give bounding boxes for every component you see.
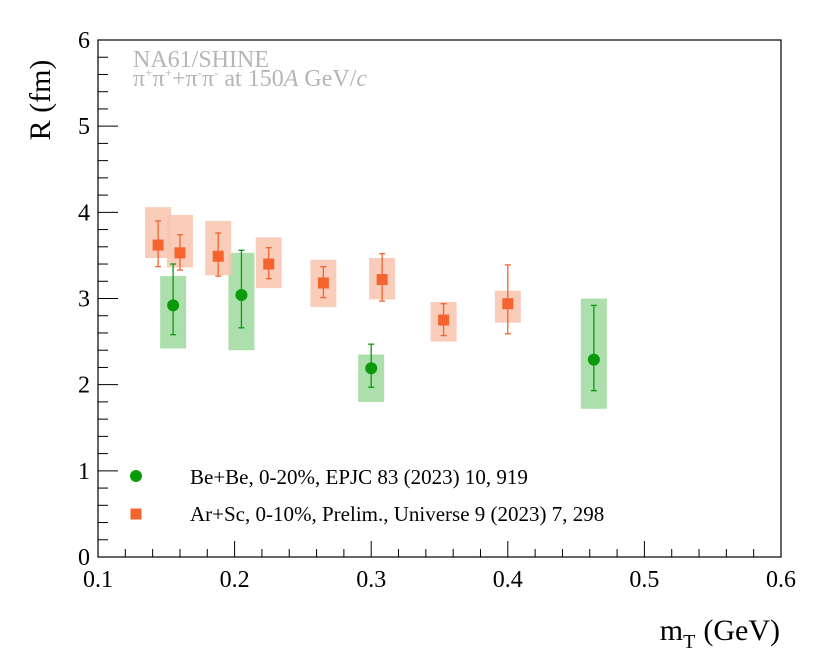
reaction-energy: at 150 — [218, 66, 283, 92]
data-point-bebe — [235, 289, 248, 302]
y-tick-label: 3 — [78, 287, 90, 313]
reaction-pi-3-charge: - — [198, 65, 202, 80]
reaction-pi-4: π — [202, 66, 214, 92]
x-tick-label: 0.5 — [629, 567, 659, 593]
y-tick-label: 5 — [78, 114, 90, 140]
reaction-label: π+π++π-π- at 150A GeV/c — [133, 65, 367, 92]
x-axis-title-main: m — [660, 614, 683, 647]
reaction-energy-c: c — [356, 66, 367, 92]
legend-label-bebe: Be+Be, 0-20%, EPJC 83 (2023) 10, 919 — [190, 465, 528, 489]
reaction-pi-4-charge: - — [214, 65, 218, 80]
x-tick-label: 0.6 — [766, 567, 796, 593]
reaction-pi-3: +π — [172, 66, 198, 92]
x-tick-label: 0.4 — [493, 567, 523, 593]
legend: Be+Be, 0-20%, EPJC 83 (2023) 10, 919 Ar+… — [130, 465, 604, 526]
data-point-arsc — [376, 274, 388, 286]
data-point-arsc — [317, 277, 329, 289]
reaction-energy-unit: GeV/ — [298, 66, 356, 92]
y-axis-title: R (fm) — [24, 60, 57, 141]
x-tick-label: 0.1 — [83, 567, 113, 593]
x-axis-title-subscript: T — [683, 631, 695, 653]
legend-marker-arsc — [130, 508, 142, 520]
reaction-pi-2-charge: + — [165, 65, 172, 80]
data-point-arsc — [502, 298, 514, 310]
x-tick-label: 0.2 — [220, 567, 250, 593]
x-axis-title: mT (GeV) — [660, 614, 780, 653]
axis-ticks — [97, 39, 782, 558]
data-point-bebe — [587, 353, 600, 366]
y-tick-label: 6 — [78, 28, 90, 54]
axis-tick-labels: 0.1 0.2 0.3 0.4 0.5 0.6 0 1 2 3 4 5 6 — [78, 28, 796, 593]
legend-label-arsc: Ar+Sc, 0-10%, Prelim., Universe 9 (2023)… — [190, 502, 604, 526]
data-point-arsc — [174, 247, 186, 259]
reaction-pi-1-charge: + — [145, 65, 152, 80]
legend-marker-bebe — [130, 470, 142, 482]
statistical-error-bars — [155, 220, 597, 392]
data-point-arsc — [263, 258, 275, 270]
reaction-energy-a: A — [282, 66, 299, 92]
data-point-arsc — [438, 314, 450, 326]
y-tick-label: 1 — [78, 459, 90, 485]
reaction-pi-2: π — [152, 66, 164, 92]
data-point-bebe — [167, 299, 180, 312]
data-point-bebe — [365, 362, 378, 375]
experiment-label: NA61/SHINE — [133, 47, 269, 73]
data-markers — [152, 239, 600, 375]
y-tick-label: 4 — [78, 200, 90, 226]
reaction-pi-1: π — [133, 66, 145, 92]
y-tick-label: 0 — [78, 545, 90, 571]
x-tick-label: 0.3 — [356, 567, 386, 593]
data-point-arsc — [212, 250, 224, 262]
y-tick-label: 2 — [78, 373, 90, 399]
data-point-arsc — [152, 239, 164, 251]
x-axis-title-unit: (GeV) — [703, 614, 780, 647]
